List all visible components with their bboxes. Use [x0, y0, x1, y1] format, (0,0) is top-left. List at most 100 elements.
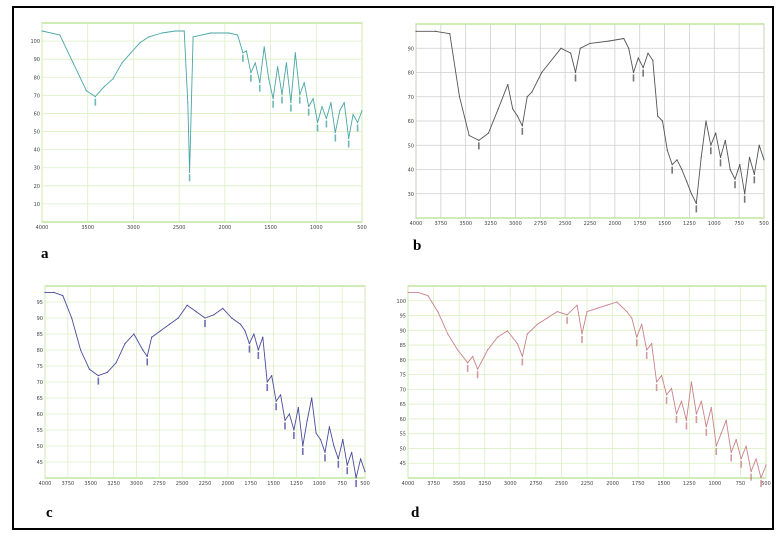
- data-point: [293, 429, 295, 431]
- data-point: [661, 120, 664, 122]
- peak-marker: [301, 448, 304, 455]
- data-point: [765, 464, 767, 466]
- spectrum-panel-b: 4000 3750 3500 3250 3000 2750 2500 2250 2000 1750…: [398, 20, 769, 230]
- data-point: [325, 117, 328, 120]
- x-tick-label: 1250: [290, 481, 303, 487]
- data-point: [415, 30, 417, 32]
- data-point: [705, 426, 707, 428]
- peak-marker: [242, 54, 244, 62]
- spectrum-panel-c: 4000 3750 3500 3250 3000 2750 2500 2250 2000 1750…: [27, 282, 370, 490]
- data-point: [161, 32, 163, 34]
- data-point: [506, 330, 509, 332]
- data-point: [210, 32, 212, 34]
- data-point: [739, 164, 741, 166]
- peak-marker: [566, 316, 568, 324]
- panel-label-c: c: [46, 505, 53, 521]
- peak-marker: [476, 371, 479, 379]
- data-point: [204, 317, 206, 319]
- data-point: [536, 323, 538, 325]
- peak-marker: [743, 195, 746, 203]
- data-point: [356, 121, 359, 124]
- x-tick-label: 1000: [313, 481, 326, 487]
- data-point: [186, 304, 188, 306]
- data-point: [705, 120, 707, 122]
- x-tick-label: 1750: [244, 481, 257, 487]
- data-point: [201, 34, 203, 36]
- x-tick-label: 4000: [410, 221, 423, 227]
- data-point: [284, 419, 286, 421]
- y-tick-label: 40: [34, 148, 40, 154]
- x-tick-label: 2000: [608, 221, 621, 227]
- data-point: [657, 115, 659, 117]
- data-point: [763, 159, 765, 161]
- y-tick-label: 60: [34, 111, 40, 117]
- data-point: [472, 355, 474, 357]
- peak-marker: [146, 358, 149, 366]
- spectrum-panel-a: 4000 3500 3000 2500 2000 1500 1000 500 100 90 80 70…: [24, 19, 367, 234]
- data-point: [487, 132, 490, 134]
- data-point: [239, 323, 242, 325]
- data-point: [334, 131, 336, 134]
- peak-marker: [632, 74, 635, 82]
- peak-marker: [466, 364, 469, 372]
- data-point: [710, 144, 712, 146]
- data-point: [228, 32, 230, 34]
- x-tick-label: 500: [761, 481, 771, 487]
- peak-marker: [695, 205, 698, 213]
- data-point: [312, 98, 314, 100]
- peak-marker: [710, 147, 712, 155]
- data-point: [628, 47, 630, 49]
- data-point: [348, 137, 350, 140]
- spectrum-chart-c: 4000 3750 3500 3250 3000 2750 2500 2250 2000 1750…: [37, 285, 370, 487]
- data-point: [660, 375, 663, 377]
- data-point: [139, 42, 141, 44]
- data-point: [266, 381, 268, 383]
- data-point: [299, 94, 301, 96]
- peak-marker: [94, 98, 97, 106]
- peak-marker: [325, 120, 328, 128]
- peak-marker: [521, 358, 524, 366]
- data-point: [213, 314, 215, 316]
- x-tick-label: 4000: [36, 225, 49, 231]
- data-point: [72, 62, 74, 64]
- x-tick-label: 500: [357, 225, 367, 231]
- data-point: [666, 149, 668, 151]
- data-point: [652, 59, 654, 61]
- data-point: [516, 343, 518, 345]
- data-point: [486, 349, 489, 351]
- y-tick-label: 100: [30, 39, 40, 45]
- x-tick-label: 2250: [584, 221, 597, 227]
- data-point: [685, 419, 688, 421]
- data-point: [516, 115, 519, 117]
- data-point: [319, 439, 322, 441]
- data-point: [146, 355, 148, 357]
- data-point: [507, 84, 509, 86]
- data-point: [671, 164, 673, 166]
- data-point: [41, 30, 43, 32]
- peak-marker: [642, 69, 644, 77]
- x-tick-label: 1250: [683, 221, 696, 227]
- data-point: [574, 71, 577, 74]
- data-point: [187, 102, 189, 104]
- data-point: [250, 72, 252, 74]
- data-point: [151, 336, 153, 338]
- peak-marker: [675, 416, 678, 423]
- data-point: [355, 477, 357, 479]
- data-point: [351, 451, 353, 453]
- peak-marker: [347, 140, 350, 148]
- x-tick-label: 4000: [39, 481, 52, 487]
- x-tick-label: 2500: [173, 225, 186, 231]
- panel-label-d: d: [411, 505, 420, 521]
- y-tick-label: 30: [34, 166, 40, 172]
- data-point: [497, 108, 499, 110]
- data-point: [735, 439, 737, 441]
- plot-area: [41, 22, 363, 223]
- data-point: [195, 311, 197, 313]
- x-tick-label: 2750: [153, 481, 166, 487]
- data-point: [715, 132, 717, 134]
- data-point: [570, 52, 572, 54]
- data-point: [755, 458, 757, 460]
- peak-marker: [266, 384, 269, 391]
- data-point: [177, 317, 179, 319]
- peak-marker: [645, 352, 648, 359]
